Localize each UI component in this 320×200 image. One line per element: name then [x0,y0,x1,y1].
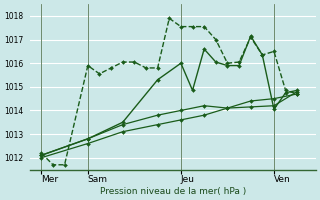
X-axis label: Pression niveau de la mer( hPa ): Pression niveau de la mer( hPa ) [100,187,246,196]
